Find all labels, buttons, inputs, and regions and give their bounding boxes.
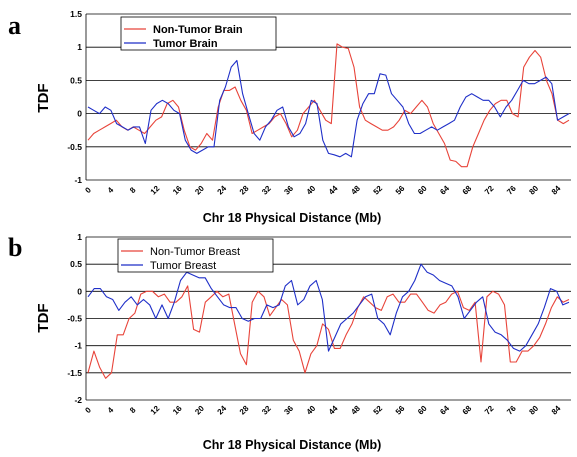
panel-b-y-ticks: 1 0.5 0 -0.5 -1 -1.5 -2	[67, 232, 82, 405]
panel-b-series	[87, 263, 570, 379]
y-tick-label: 0	[77, 286, 82, 296]
x-tick-label: 0	[83, 405, 93, 415]
panel-b-gridlines	[85, 236, 571, 401]
y-tick-label: 0	[77, 109, 82, 119]
x-tick-label: 44	[327, 404, 340, 417]
panel-a-legend-label-2: Tumor Brain	[153, 38, 218, 50]
y-tick-label: -0.5	[67, 142, 82, 152]
panel-a-chart: a TDF Chr 18 Physical Distance (Mb) 1.51…	[8, 9, 571, 225]
series-line-1	[87, 43, 570, 168]
panel-b-legend-label-1: Non-Tumor Breast	[150, 246, 240, 258]
x-tick-label: 52	[372, 404, 385, 417]
x-tick-label: 20	[193, 404, 206, 417]
y-tick-label: -1	[74, 175, 82, 185]
series-line-2	[87, 263, 570, 352]
x-tick-label: 32	[260, 184, 273, 197]
x-tick-label: 56	[394, 184, 407, 197]
panel-b-legend: Non-Tumor Breast Tumor Breast	[117, 238, 274, 273]
x-tick-label: 56	[394, 404, 407, 417]
x-tick-label: 68	[461, 184, 474, 197]
x-tick-label: 16	[171, 404, 184, 417]
panel-a-legend: Non-Tumor Brain Tumor Brain	[120, 16, 277, 51]
x-tick-label: 76	[505, 404, 518, 417]
x-tick-label: 84	[550, 404, 563, 417]
x-tick-label: 20	[193, 184, 206, 197]
y-tick-label: -1	[74, 341, 82, 351]
panel-a-legend-label-1: Non-Tumor Brain	[153, 24, 243, 36]
panel-b-chart: b TDF Chr 18 Physical Distance (Mb) 1 0.5…	[8, 232, 571, 452]
x-tick-label: 60	[416, 404, 429, 417]
x-tick-label: 28	[238, 404, 251, 417]
x-tick-label: 52	[372, 184, 385, 197]
x-tick-label: 12	[149, 184, 162, 197]
x-tick-label: 0	[83, 185, 93, 195]
series-line-2	[87, 59, 570, 158]
x-tick-label: 16	[171, 184, 184, 197]
x-tick-label: 8	[128, 405, 138, 415]
panel-b-legend-box	[117, 238, 274, 273]
y-tick-label: 1	[77, 232, 82, 242]
x-tick-label: 36	[282, 184, 295, 197]
x-tick-label: 24	[216, 184, 229, 197]
y-tick-label: 0.5	[70, 259, 82, 269]
panel-letter-a: a	[8, 11, 21, 40]
panel-b-x-axis-label: Chr 18 Physical Distance (Mb)	[203, 438, 382, 452]
panel-a-y-axis-label: TDF	[35, 83, 52, 112]
x-tick-label: 32	[260, 404, 273, 417]
panel-letter-b: b	[8, 233, 22, 262]
x-tick-label: 40	[305, 184, 318, 197]
panel-a-x-axis-label: Chr 18 Physical Distance (Mb)	[203, 211, 382, 225]
x-tick-label: 64	[438, 404, 451, 417]
x-tick-label: 48	[349, 404, 362, 417]
x-tick-label: 8	[128, 185, 138, 195]
x-tick-label: 80	[527, 184, 540, 197]
y-tick-label: 1.5	[70, 9, 82, 19]
x-tick-label: 40	[305, 404, 318, 417]
x-tick-label: 64	[438, 184, 451, 197]
panel-b-legend-label-2: Tumor Breast	[150, 260, 216, 272]
x-tick-label: 4	[106, 185, 116, 195]
x-tick-label: 80	[527, 404, 540, 417]
y-tick-label: -2	[74, 395, 82, 405]
panel-a-legend-box	[120, 16, 277, 51]
panel-b-x-ticks: 0 4 8 12 16 20 24 28 32 36 40 44 48 52 56 60 64 68 72 76 80 8…	[83, 404, 562, 417]
x-tick-label: 44	[327, 184, 340, 197]
x-tick-label: 72	[483, 184, 496, 197]
x-tick-label: 12	[149, 404, 162, 417]
x-tick-label: 60	[416, 184, 429, 197]
x-tick-label: 4	[106, 405, 116, 415]
panel-a-y-ticks: 1.5 1 0.5 0 -0.5 -1	[67, 9, 82, 185]
y-tick-label: -0.5	[67, 314, 82, 324]
panel-a-series	[87, 43, 570, 168]
x-tick-label: 76	[505, 184, 518, 197]
x-tick-label: 48	[349, 184, 362, 197]
x-tick-label: 72	[483, 404, 496, 417]
x-tick-label: 24	[216, 404, 229, 417]
y-tick-label: 1	[77, 42, 82, 52]
panel-a-x-ticks: 0 4 8 12 16 20 24 28 32 36 40 44 48 52 56 60 64 68 72 76 80 8…	[83, 184, 562, 197]
x-tick-label: 68	[461, 404, 474, 417]
x-tick-label: 28	[238, 184, 251, 197]
series-line-1	[87, 285, 570, 379]
panel-b-y-axis-label: TDF	[35, 303, 52, 332]
x-tick-label: 84	[550, 184, 563, 197]
y-tick-label: 0.5	[70, 75, 82, 85]
x-tick-label: 36	[282, 404, 295, 417]
y-tick-label: -1.5	[67, 368, 82, 378]
